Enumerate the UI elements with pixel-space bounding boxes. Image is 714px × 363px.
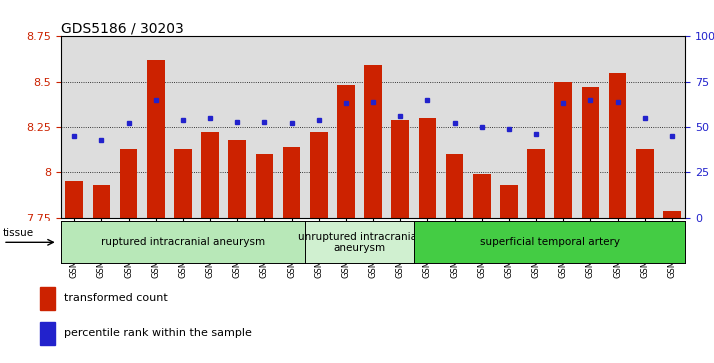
Bar — [441, 36, 468, 218]
Bar — [631, 36, 658, 218]
Bar — [169, 36, 196, 218]
Bar — [414, 36, 441, 218]
Bar — [142, 36, 169, 218]
Bar — [523, 36, 550, 218]
Bar — [310, 132, 328, 218]
Text: superficial temporal artery: superficial temporal artery — [480, 237, 620, 247]
Bar — [174, 149, 192, 218]
Bar — [581, 87, 599, 218]
Bar — [473, 174, 491, 218]
Bar — [604, 36, 631, 218]
Bar — [337, 85, 355, 218]
Text: transformed count: transformed count — [64, 293, 167, 303]
Bar — [609, 73, 626, 218]
Bar — [658, 36, 685, 218]
Bar — [305, 36, 332, 218]
Bar — [496, 36, 523, 218]
Text: unruptured intracranial
aneurysm: unruptured intracranial aneurysm — [298, 232, 421, 253]
Bar — [554, 82, 572, 218]
Text: GDS5186 / 30203: GDS5186 / 30203 — [61, 21, 183, 35]
Bar — [527, 149, 545, 218]
Bar — [40, 322, 55, 345]
Bar — [147, 60, 165, 218]
Bar — [550, 36, 577, 218]
Bar — [332, 36, 359, 218]
Bar — [418, 118, 436, 218]
Bar — [40, 287, 55, 310]
Bar — [278, 36, 305, 218]
Bar — [201, 132, 219, 218]
Text: percentile rank within the sample: percentile rank within the sample — [64, 328, 251, 338]
Bar — [115, 36, 142, 218]
Bar — [93, 185, 110, 218]
Bar — [251, 36, 278, 218]
Bar — [468, 36, 496, 218]
Bar — [500, 185, 518, 218]
Text: ruptured intracranial aneurysm: ruptured intracranial aneurysm — [101, 237, 265, 247]
Bar — [364, 65, 382, 218]
Bar — [196, 36, 223, 218]
Bar — [636, 149, 653, 218]
Bar — [61, 36, 88, 218]
Bar — [577, 36, 604, 218]
Bar — [256, 154, 273, 218]
Text: tissue: tissue — [3, 228, 34, 238]
Bar — [88, 36, 115, 218]
Bar — [391, 120, 409, 218]
Bar — [120, 149, 137, 218]
Bar — [228, 140, 246, 218]
Bar — [223, 36, 251, 218]
Bar — [446, 154, 463, 218]
Bar — [66, 182, 83, 218]
Bar — [663, 211, 680, 218]
Bar — [387, 36, 414, 218]
Bar — [359, 36, 387, 218]
Bar — [283, 147, 301, 218]
